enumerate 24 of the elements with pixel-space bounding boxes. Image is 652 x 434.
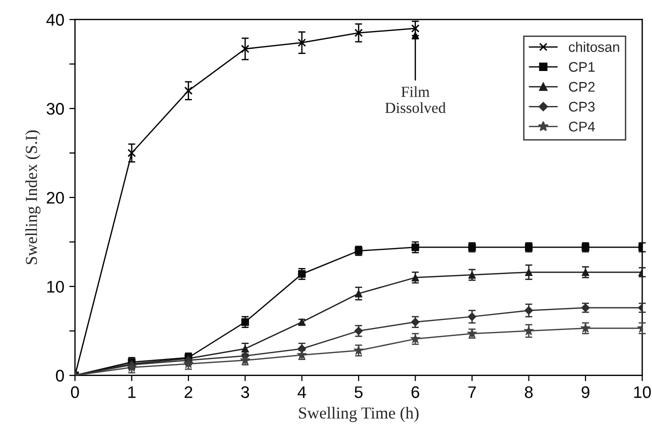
y-axis-title: Swelling Index (S.I)	[25, 130, 40, 264]
x-axis-title: Swelling Time (h)	[299, 406, 419, 422]
y-tick-label: 0	[56, 370, 64, 382]
y-tick-label: 30	[46, 102, 64, 115]
x-tick-label: 6	[412, 386, 420, 398]
x-tick-label: 8	[524, 386, 533, 398]
legend-label: CP2	[568, 82, 595, 92]
legend-label: CP4	[568, 122, 595, 132]
legend-label: CP3	[568, 102, 595, 112]
legend-label: chitosan	[568, 42, 620, 52]
x-tick-label: 3	[241, 386, 250, 398]
x-tick-label: 1	[128, 386, 136, 398]
x-tick-label: 10	[634, 386, 651, 398]
y-tick-label: 10	[47, 280, 64, 293]
y-tick-label: 20	[46, 192, 64, 204]
x-tick-label: 5	[354, 386, 363, 398]
x-tick-label: 7	[468, 386, 476, 398]
x-tick-label: 2	[184, 386, 192, 398]
legend-label: CP1	[568, 62, 595, 72]
x-tick-label: 4	[298, 386, 306, 398]
y-tick-label: 40	[46, 14, 64, 26]
x-tick-label: 9	[582, 386, 590, 398]
x-tick-label: 0	[70, 386, 79, 398]
annotation: Film Dissolved	[385, 86, 446, 113]
